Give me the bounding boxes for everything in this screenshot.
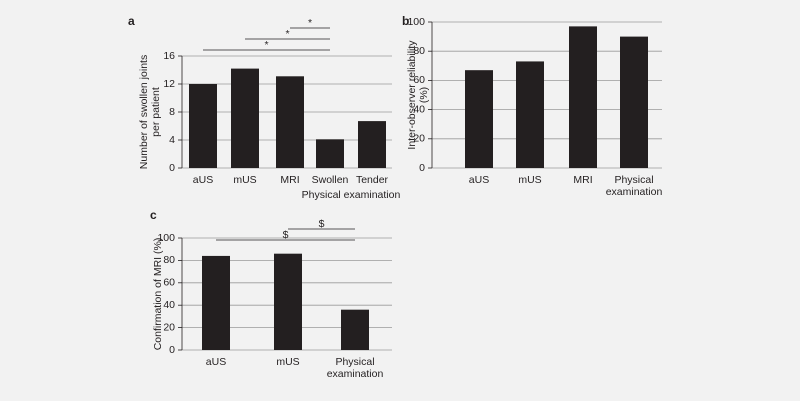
y-tick-label: 80 [163, 254, 175, 266]
significance-mark: * [285, 28, 289, 40]
panel-label: a [128, 14, 135, 28]
y-tick-label: 0 [169, 344, 175, 356]
x-tick-label: mUS [276, 356, 299, 368]
bar [569, 26, 597, 168]
y-tick-label: 4 [169, 134, 175, 146]
bar [189, 84, 217, 168]
x-tick-label: aUS [193, 174, 213, 186]
significance-mark: $ [319, 218, 325, 230]
x-tick-label: Tender [356, 174, 389, 186]
x-tick-label: Swollen [312, 174, 349, 186]
bar [358, 121, 386, 168]
bar [202, 255, 230, 350]
y-tick-label: 100 [157, 232, 175, 244]
group-label: Physical examination [302, 189, 401, 201]
y-tick-label: 100 [407, 16, 425, 28]
bar [341, 309, 369, 350]
x-tick-label: mUS [233, 174, 256, 186]
y-tick-label: 0 [419, 162, 425, 174]
y-axis-label: Confirmation of MRI (%) [152, 238, 164, 351]
y-tick-label: 0 [169, 162, 175, 174]
x-tick-label: mUS [518, 174, 541, 186]
bar [516, 61, 544, 168]
bar [620, 36, 648, 168]
significance-mark: * [264, 39, 268, 51]
significance-mark: * [308, 17, 312, 29]
y-tick-label: 20 [163, 321, 175, 333]
x-tick-label: Physical examination [606, 174, 663, 198]
y-tick-label: 80 [413, 45, 425, 57]
y-axis-label: Number of swollen jointsper patient [138, 55, 162, 169]
y-tick-label: 40 [163, 299, 175, 311]
y-tick-label: 60 [413, 74, 425, 86]
y-tick-label: 16 [163, 50, 175, 62]
x-tick-label: MRI [280, 174, 299, 186]
y-tick-label: 60 [163, 277, 175, 289]
bar [316, 139, 344, 168]
y-tick-label: 12 [163, 78, 175, 90]
bar [231, 68, 259, 168]
bar [276, 76, 304, 168]
x-tick-label: aUS [206, 356, 226, 368]
panel-label: c [150, 208, 157, 222]
x-tick-label: MRI [573, 174, 592, 186]
y-axis-label: Inter-observer reliability(%) [406, 40, 430, 150]
y-tick-label: 8 [169, 106, 175, 118]
bar [274, 253, 302, 350]
y-tick-label: 20 [413, 133, 425, 145]
panel-label: b [402, 14, 409, 28]
significance-mark: $ [283, 229, 289, 241]
x-tick-label: aUS [469, 174, 489, 186]
y-tick-label: 40 [413, 103, 425, 115]
x-tick-label: Physical examination [327, 356, 384, 380]
bar [465, 70, 493, 168]
